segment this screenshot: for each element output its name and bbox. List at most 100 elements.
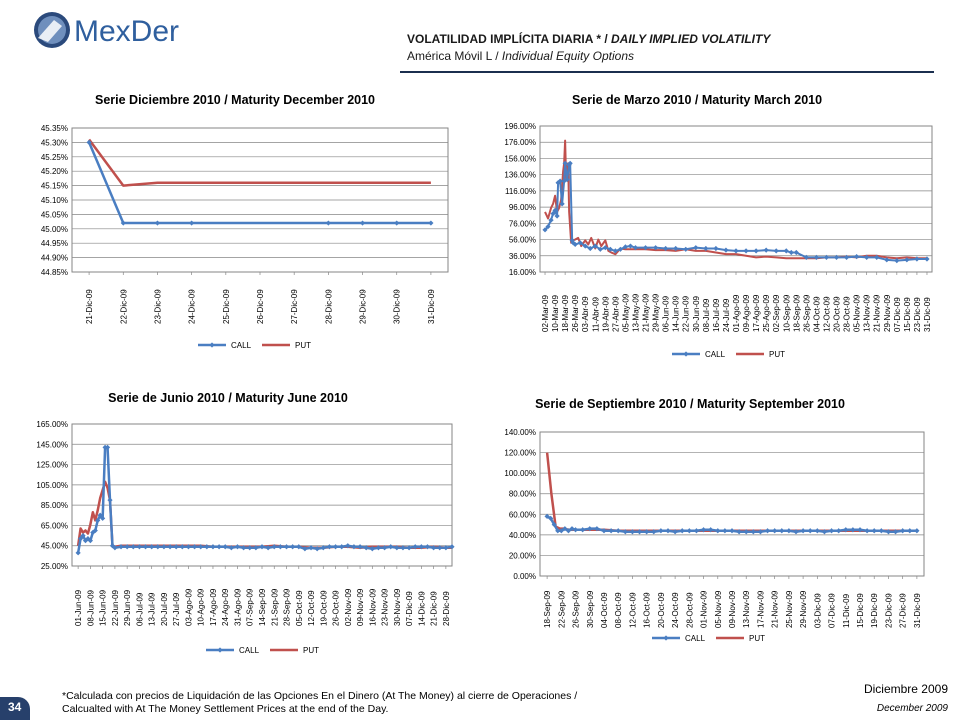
x-tick-label: 03-Abr-09 [581, 296, 590, 332]
data-point [222, 544, 228, 550]
page-number: 34 [8, 700, 22, 714]
x-tick-label: 14-Dic-09 [417, 591, 426, 626]
x-tick-label: 17-Nov-09 [756, 590, 765, 628]
data-point [179, 544, 185, 550]
data-point [559, 201, 565, 207]
chart-title: Serie de Septiembre 2010 / Maturity Sept… [535, 397, 845, 411]
x-tick-label: 02-Sep-09 [772, 294, 781, 332]
plot-area [71, 423, 453, 567]
x-tick-label: 25-Nov-09 [785, 590, 794, 628]
x-tick-label: 13-Nov-09 [863, 294, 872, 332]
plot-area [539, 431, 925, 577]
data-point [864, 254, 870, 260]
data-point [428, 220, 434, 226]
data-point [783, 248, 789, 254]
data-point [793, 249, 799, 256]
data-point [271, 544, 277, 550]
data-point [577, 240, 583, 246]
x-tick-label: 21-Sep-09 [270, 588, 279, 626]
data-point [601, 528, 607, 534]
x-tick-label: 09-Nov-09 [356, 588, 365, 626]
x-tick-label: 26-Oct-09 [332, 590, 341, 626]
data-point [843, 254, 850, 260]
x-tick-label: 05-Oct-09 [295, 590, 304, 626]
data-point [924, 256, 930, 262]
data-point [894, 258, 900, 264]
legend-marker [217, 647, 223, 653]
mexder-logo: MexDer [34, 12, 179, 48]
chart-svg: Serie de Septiembre 2010 / Maturity Sept… [504, 397, 925, 643]
x-tick-label: 27-Jul-09 [172, 592, 181, 626]
x-tick-label: 26-Sep-09 [802, 294, 811, 332]
y-tick-label: 176.00% [504, 138, 536, 147]
series-line-call [87, 141, 431, 225]
x-tick-label: 30-Nov-09 [393, 588, 402, 626]
y-tick-label: 44.95% [41, 239, 68, 248]
y-tick-label: 44.90% [41, 254, 68, 263]
y-tick-label: 136.00% [504, 171, 536, 180]
x-tick-label: 06-Jul-09 [135, 592, 144, 626]
x-tick-label: 27-Dic-09 [290, 289, 299, 324]
page-subtitle: América Móvil L / Individual Equity Opti… [407, 49, 634, 63]
date-es: Diciembre 2009 [863, 682, 948, 696]
data-point [892, 529, 899, 535]
x-tick-label: 30-Jun-09 [692, 295, 701, 332]
legend-marker [663, 635, 669, 641]
x-tick-label: 12-Oct-09 [822, 296, 831, 332]
x-tick-label: 07-Dic-09 [405, 591, 414, 626]
data-point [871, 528, 877, 534]
data-point [92, 527, 98, 534]
data-point [550, 211, 556, 217]
y-tick-label: 45.35% [41, 124, 68, 133]
data-point [449, 544, 455, 550]
x-tick-label: 20-Oct-09 [657, 592, 666, 628]
page-title: VOLATILIDAD IMPLÍCITA DIARIA * / DAILY I… [407, 32, 770, 46]
data-point [764, 528, 771, 534]
x-tick-label: 28-Oct-09 [843, 296, 852, 332]
data-point [904, 257, 910, 263]
data-point [124, 544, 130, 550]
data-point [629, 529, 636, 535]
x-tick-label: 19-Dic-09 [870, 593, 879, 628]
data-point [587, 245, 593, 252]
y-tick-label: 40.00% [509, 531, 536, 540]
legend-label: PUT [769, 350, 785, 359]
data-point [779, 528, 785, 534]
x-tick-label: 08-Oct-09 [614, 592, 623, 628]
x-tick-label: 29-Dic-09 [359, 289, 368, 324]
x-tick-label: 08-Jun-09 [86, 589, 95, 626]
x-tick-label: 17-Ago-09 [752, 294, 761, 332]
data-point [345, 543, 351, 549]
x-tick-label: 20-Jul-09 [160, 592, 169, 626]
x-tick-label: 19-Oct-09 [319, 590, 328, 626]
x-tick-label: 28-Sep-09 [283, 588, 292, 626]
series-line-put [88, 138, 431, 187]
y-tick-label: 44.85% [41, 268, 68, 277]
x-tick-label: 14-Sep-09 [258, 588, 267, 626]
data-point [542, 227, 548, 233]
data-point [359, 220, 366, 226]
data-point [97, 512, 103, 518]
data-point [161, 544, 167, 550]
x-tick-label: 31-Ago-09 [233, 588, 242, 626]
x-tick-label: 21-Nov-09 [771, 590, 780, 628]
chart-march: Serie de Marzo 2010 / Maturity March 201… [482, 86, 942, 371]
x-tick-label: 29-Nov-09 [883, 294, 892, 332]
y-tick-label: 45.30% [41, 138, 68, 147]
x-tick-label: 18-Sep-09 [792, 294, 801, 332]
data-point [683, 246, 689, 252]
x-tick-label: 16-Nov-09 [368, 588, 377, 626]
chart-title: Serie de Marzo 2010 / Maturity March 201… [572, 93, 822, 107]
x-tick-label: 07-Dic-09 [828, 593, 837, 628]
data-point [198, 544, 204, 550]
data-point [185, 544, 192, 550]
x-tick-label: 27-Dic-09 [899, 593, 908, 628]
x-tick-label: 10-Sep-09 [782, 294, 791, 332]
y-tick-label: 120.00% [504, 449, 536, 458]
data-point [615, 528, 621, 534]
title-en: DAILY IMPLIED VOLATILITY [611, 32, 771, 46]
legend-label: CALL [685, 634, 706, 643]
data-point [85, 536, 91, 542]
x-tick-label: 05-Nov-09 [853, 294, 862, 332]
y-tick-label: 80.00% [509, 490, 536, 499]
